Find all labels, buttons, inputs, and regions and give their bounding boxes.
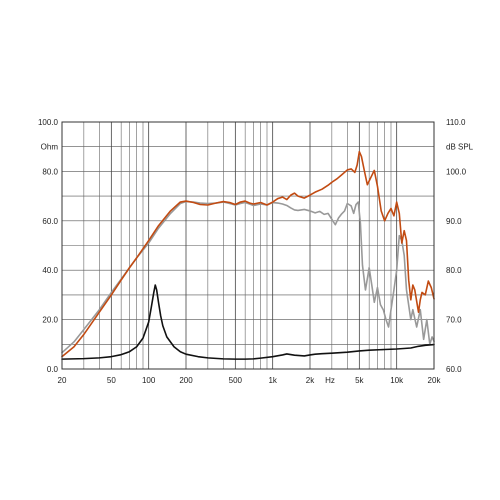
x-axis-tick-label: 20 <box>58 376 67 385</box>
series-line-impedance <box>61 284 435 360</box>
right-axis-tick-label: 70.0 <box>446 316 462 325</box>
left-axis-tick-label: 40.0 <box>42 266 58 275</box>
x-axis-tick-label: 200 <box>179 376 193 385</box>
x-axis-tick-label: 5k <box>355 376 364 385</box>
left-axis-tick-label: 100.0 <box>38 118 59 127</box>
x-axis-tick-label: 10k <box>390 376 404 385</box>
chart-curves <box>61 150 435 360</box>
x-axis-unit-label: Hz <box>325 376 335 385</box>
series-line-spl-on-axis <box>61 150 435 358</box>
right-axis-tick-label: 100.0 <box>446 167 467 176</box>
chart-labels: Ohm dB SPL Hz 0.0 20.0 40.0 60.0 80.0 100.0 60… <box>38 118 474 385</box>
right-axis-unit-label: dB SPL <box>446 143 474 152</box>
plot-frame <box>61 121 435 370</box>
x-axis-tick-label: 20k <box>428 376 442 385</box>
series-line-spl-off-axis <box>61 200 435 354</box>
right-axis-tick-label: 110.0 <box>446 118 466 127</box>
right-axis-tick-label: 60.0 <box>446 365 462 374</box>
chart-grid <box>62 122 434 369</box>
left-axis-tick-label: 0.0 <box>47 365 59 374</box>
left-axis-tick-label: 80.0 <box>42 167 58 176</box>
x-axis-tick-label: 50 <box>107 376 116 385</box>
left-axis-tick-label: 20.0 <box>42 316 58 325</box>
right-axis-tick-label: 90.0 <box>446 217 462 226</box>
left-axis-unit-label: Ohm <box>41 143 59 152</box>
x-axis-tick-label: 1k <box>268 376 277 385</box>
left-axis-tick-label: 60.0 <box>42 217 58 226</box>
x-axis-tick-label: 100 <box>142 376 156 385</box>
x-axis-tick-label: 500 <box>229 376 243 385</box>
right-axis-tick-label: 80.0 <box>446 266 462 275</box>
x-axis-tick-label: 2k <box>306 376 315 385</box>
